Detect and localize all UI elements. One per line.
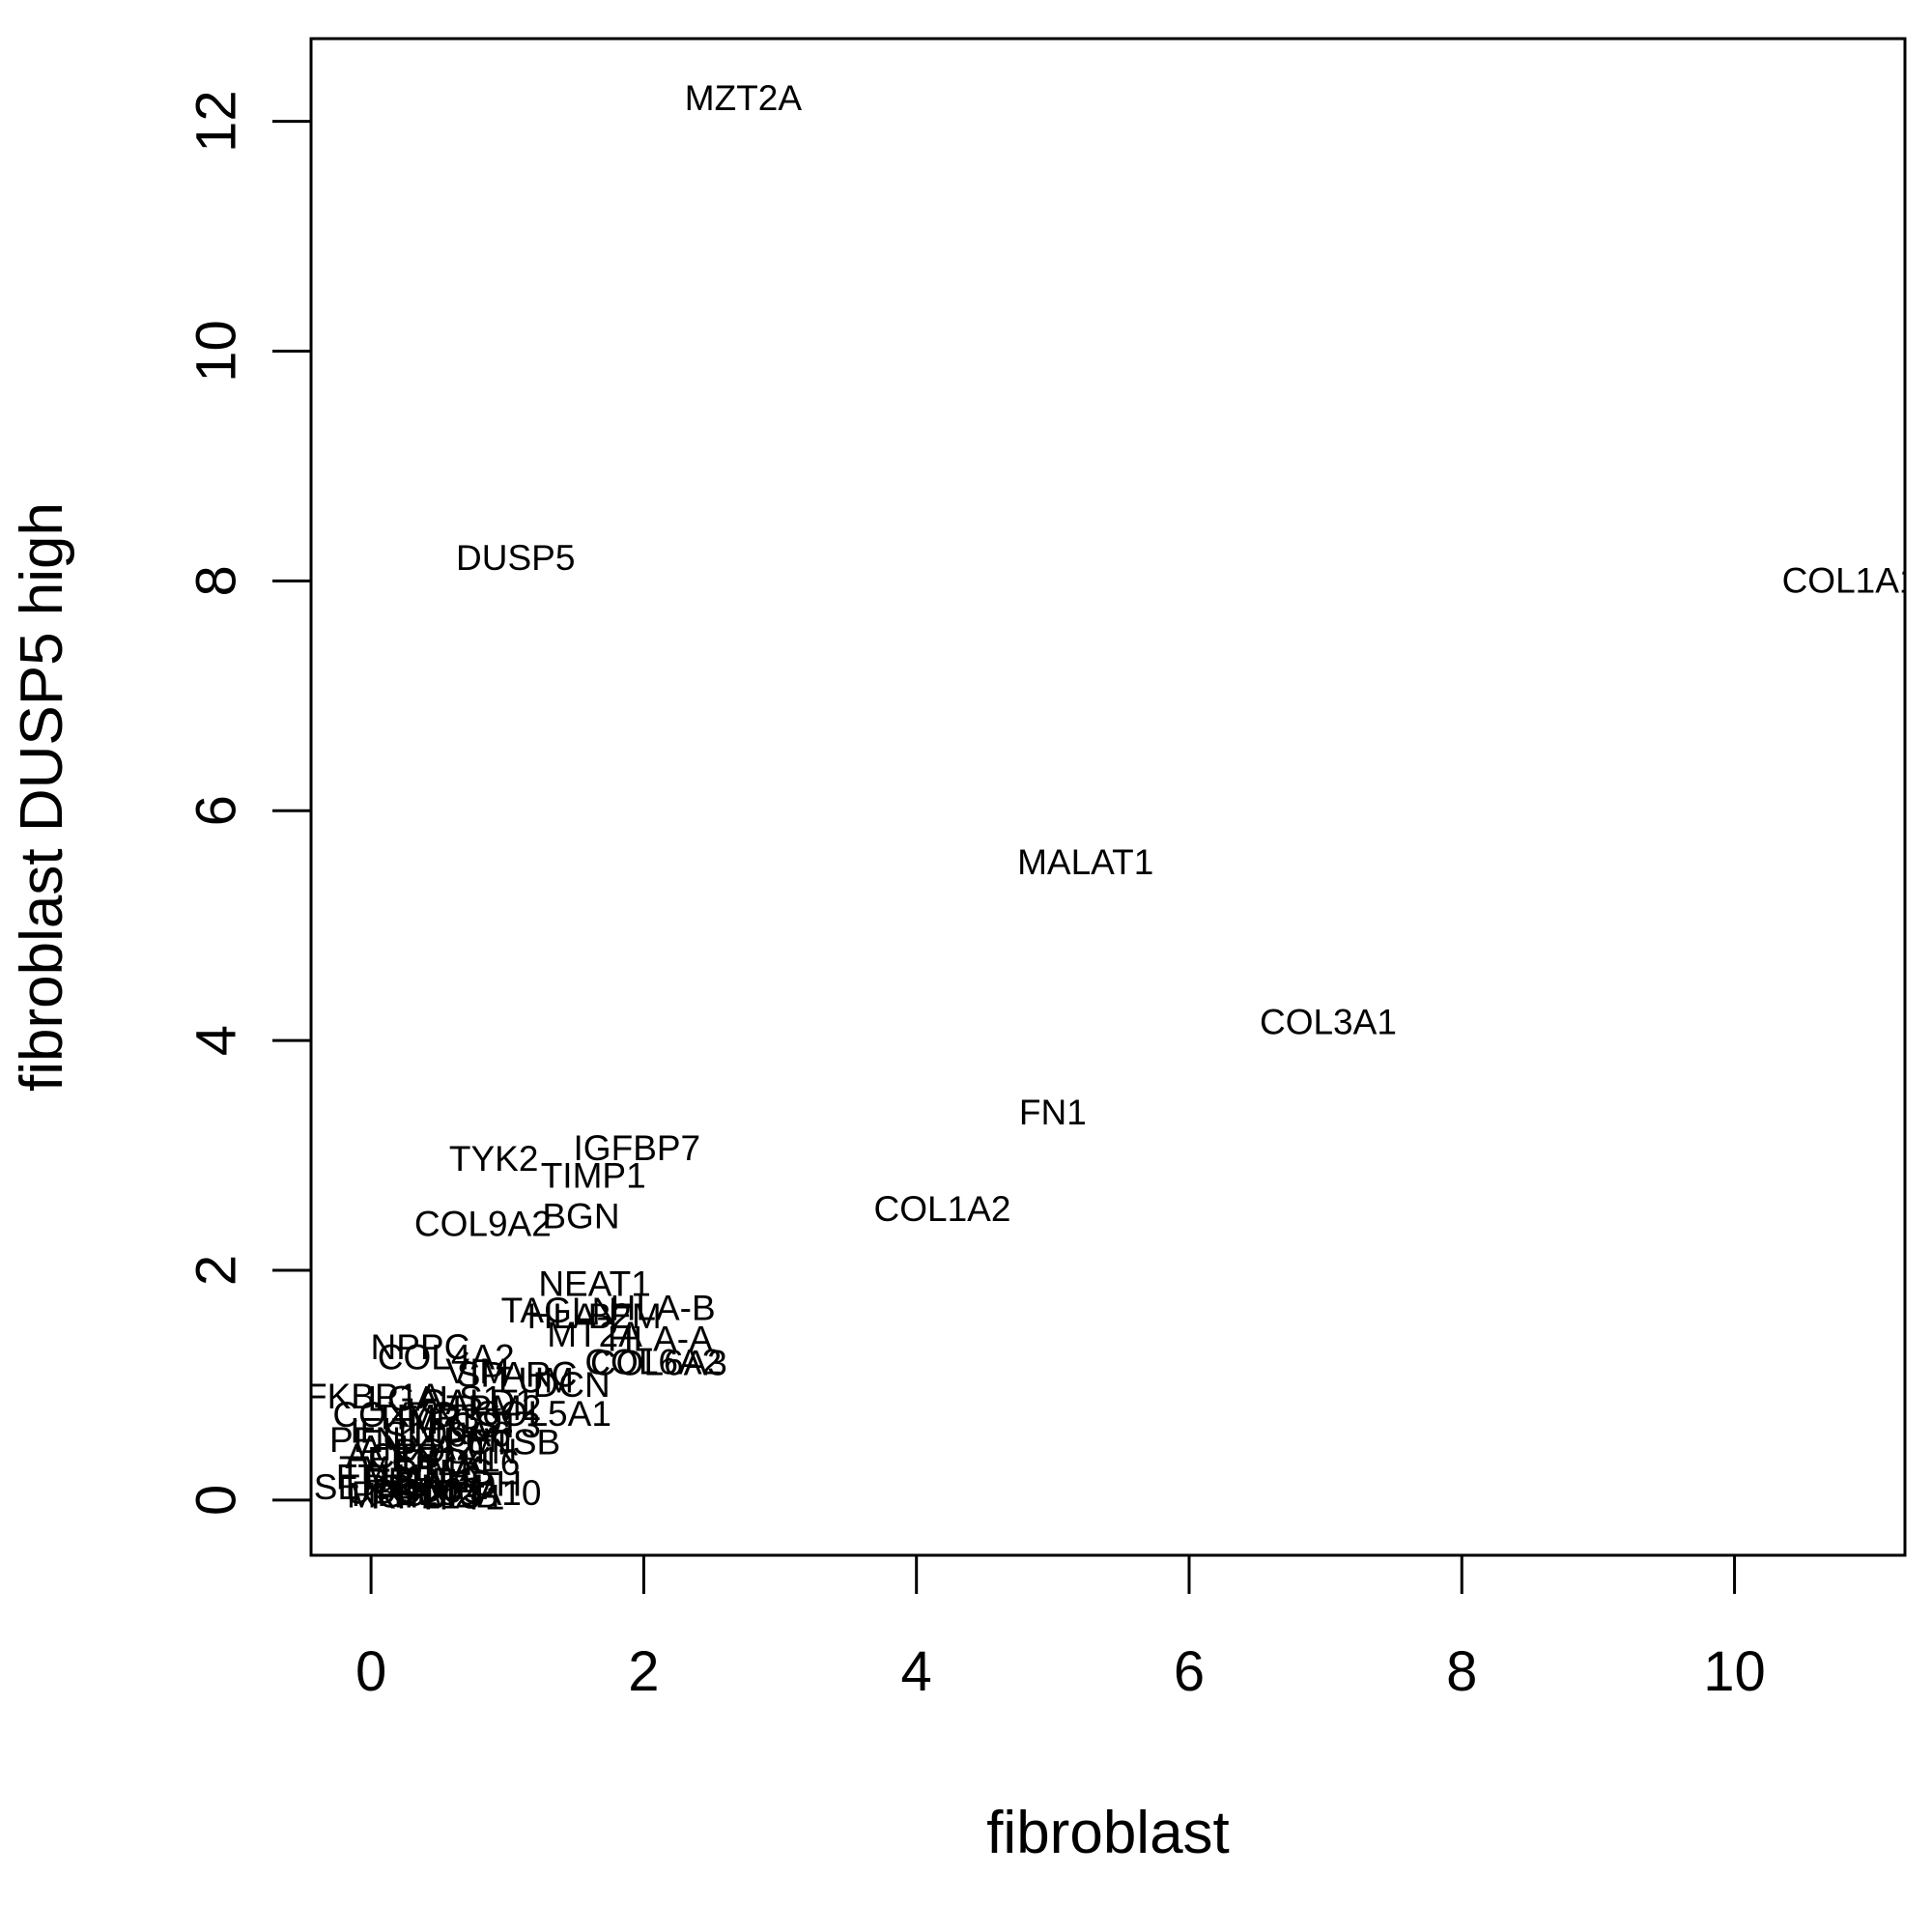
y-tick-label: 0	[185, 1485, 247, 1516]
point-label: IGFBP7	[574, 1128, 701, 1168]
x-axis: 0 2 4 6 8 10	[355, 1555, 1766, 1703]
point-label: TPM1	[421, 1420, 517, 1460]
point-label: HLA-E	[527, 1296, 633, 1336]
y-tick-label: 4	[185, 1025, 247, 1056]
point-label: FN1	[1019, 1093, 1087, 1132]
point-label: COL9A2	[414, 1205, 552, 1244]
point-label: HLA-A	[608, 1320, 713, 1359]
point-label: PTMS	[394, 1453, 494, 1492]
point-label: CD63	[391, 1471, 483, 1511]
y-tick-label: 6	[185, 795, 247, 826]
point-label: COL5A1	[474, 1394, 611, 1434]
point-label: UBC	[346, 1472, 421, 1512]
point-label: EEF1A1	[367, 1439, 500, 1479]
point-label: ACTB	[345, 1436, 440, 1476]
point-label: COX7C	[332, 1395, 455, 1435]
point-label: RPLP1	[362, 1461, 475, 1500]
x-tick-label: 6	[1174, 1640, 1205, 1703]
point-label: SPARC	[457, 1354, 578, 1394]
x-tick-label: 10	[1703, 1640, 1766, 1703]
point-label: BGN	[542, 1196, 619, 1236]
x-tick-label: 2	[628, 1640, 659, 1703]
y-axis-title: fibroblast DUSP5 high	[9, 502, 75, 1092]
point-label: COL1A2	[874, 1189, 1011, 1229]
x-tick-label: 0	[355, 1640, 386, 1703]
point-label: GAPDH	[395, 1463, 523, 1503]
point-label: B2M	[588, 1296, 662, 1336]
point-label: S100A6	[384, 1414, 511, 1454]
point-label: LGALS1	[368, 1378, 503, 1418]
point-label: TYK2	[449, 1139, 539, 1179]
point-label: TPT1	[417, 1478, 504, 1518]
point-label: MALAT1	[1017, 842, 1153, 882]
y-axis: 0 2 4 6 8 10 12	[185, 90, 311, 1516]
point-label: S100A10	[394, 1473, 541, 1513]
point-label: DUSP5	[456, 538, 575, 578]
point-label: TPM2	[446, 1388, 542, 1428]
point-label: TIMP1	[541, 1156, 646, 1196]
point-label: POSTN	[394, 1432, 517, 1471]
point-label: MYL9	[409, 1402, 502, 1441]
point-label: TIMP3	[374, 1397, 479, 1436]
point-label: ANXA2	[358, 1429, 475, 1468]
plot-frame	[309, 37, 1907, 1557]
point-labels: MZT2A DUSP5 COL1A1 MALAT1 COL3A1 FN1 IGFBP7 TYK…	[305, 78, 1919, 1518]
point-label: COL6A2	[584, 1342, 722, 1381]
point-label: RPS27	[352, 1474, 465, 1514]
point-label: COL4A2	[378, 1338, 515, 1378]
point-label: ITM2B	[393, 1475, 498, 1515]
point-label: RPL13	[371, 1477, 480, 1517]
point-label: COL1A1	[1782, 561, 1919, 601]
point-label: DCN	[533, 1365, 611, 1405]
point-label: TMSB4X	[339, 1449, 482, 1489]
y-tick-label: 2	[185, 1255, 247, 1286]
point-label: MGP	[347, 1475, 428, 1515]
point-label: IFITM3	[350, 1411, 463, 1451]
point-label: NEAT1	[538, 1264, 651, 1303]
x-tick-label: 8	[1446, 1640, 1477, 1703]
y-tick-label: 10	[185, 320, 247, 383]
y-tick-label: 12	[185, 90, 247, 153]
point-label: COL3A1	[1260, 1002, 1397, 1041]
point-label: COL6A3	[590, 1344, 727, 1383]
point-label: LUM	[498, 1360, 574, 1400]
point-label: MT2A	[547, 1315, 642, 1354]
point-label: FTH1	[336, 1457, 426, 1496]
point-label: MZT2A	[685, 78, 803, 118]
y-tick-label: 8	[185, 565, 247, 596]
point-label: FKBP1A	[305, 1377, 442, 1416]
point-label: SERPINF1	[314, 1467, 489, 1507]
point-label: PFN1	[329, 1420, 421, 1460]
point-label: HLA-B	[611, 1288, 716, 1327]
point-label: CALD1	[420, 1382, 535, 1422]
point-label: NPPC	[371, 1327, 470, 1367]
x-tick-label: 4	[901, 1640, 932, 1703]
x-axis-title: fibroblast	[986, 1800, 1230, 1866]
point-label: TAGLN	[501, 1291, 618, 1330]
point-label: CTSB	[466, 1423, 561, 1463]
point-label: VIM	[445, 1351, 509, 1391]
point-label: MYL6	[427, 1443, 521, 1483]
point-label: CST3	[449, 1406, 541, 1445]
